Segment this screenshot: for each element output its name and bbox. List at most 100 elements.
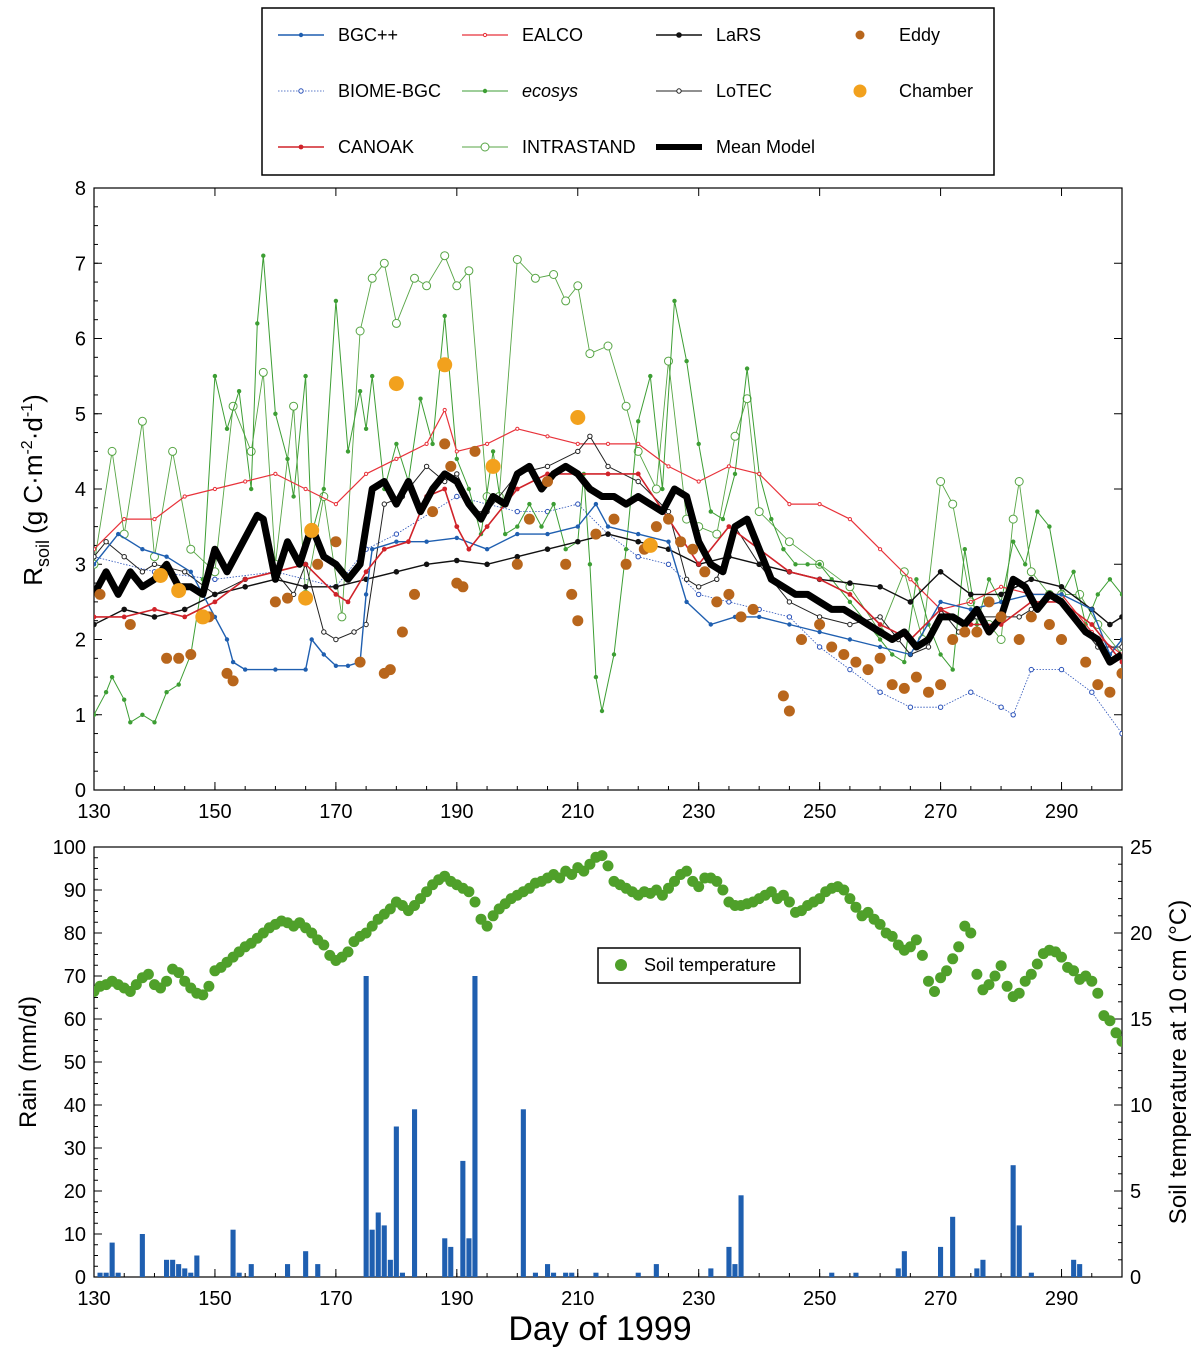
soil-temp-point xyxy=(481,920,493,932)
point-biome-bgc xyxy=(1119,730,1122,737)
point-lotec xyxy=(635,478,641,485)
point-biome-bgc xyxy=(877,689,883,695)
point-lars xyxy=(94,621,97,628)
point-ecosys xyxy=(914,577,919,582)
rain-bar xyxy=(938,1246,944,1277)
point-eddy xyxy=(1104,686,1116,698)
soil-temp-point xyxy=(874,918,886,930)
point-lars xyxy=(756,561,762,568)
rain-bar xyxy=(732,1264,738,1277)
point-ecosys xyxy=(563,547,568,552)
point-ecosys xyxy=(109,674,115,680)
point-bgc xyxy=(454,535,459,541)
point-chamber xyxy=(437,357,453,373)
point-ecosys xyxy=(1035,509,1040,514)
top-ytick-label-3: 3 xyxy=(75,554,86,576)
legend-entry-ecosys: ecosys xyxy=(462,81,578,101)
point-ecosys xyxy=(684,358,689,364)
point-intrastand xyxy=(948,499,958,509)
point-eddy xyxy=(590,528,602,540)
point-chamber xyxy=(642,537,658,553)
top-xtick-label-190: 190 xyxy=(440,801,473,823)
point-eddy xyxy=(777,690,789,702)
top-xtick-label-270: 270 xyxy=(924,801,957,823)
rain-bar xyxy=(738,1195,744,1277)
point-eddy xyxy=(850,656,862,668)
bottom-y2tick-label-5: 5 xyxy=(1130,1181,1141,1203)
point-ecosys xyxy=(1022,562,1028,567)
top-ytick-label-5: 5 xyxy=(75,404,86,426)
point-ecosys xyxy=(94,712,97,717)
point-canoak xyxy=(635,471,641,477)
point-bgc xyxy=(188,569,193,574)
point-eddy xyxy=(1116,667,1122,679)
point-ecosys xyxy=(418,396,423,401)
point-intrastand xyxy=(784,537,794,547)
rain-bar xyxy=(569,1272,575,1277)
point-ecosys xyxy=(291,494,296,499)
point-ealco xyxy=(696,479,701,484)
point-ealco xyxy=(787,502,792,507)
top-plot-frame xyxy=(93,187,1123,791)
point-canoak xyxy=(514,486,520,492)
soil-temp-point xyxy=(602,860,614,872)
point-bgc xyxy=(394,539,399,544)
point-canoak xyxy=(121,614,127,620)
point-ealco xyxy=(454,449,459,454)
point-ecosys xyxy=(938,652,943,657)
bottom-xtick-label-170: 170 xyxy=(319,1288,352,1310)
point-ealco xyxy=(94,547,97,552)
soil-temp-point xyxy=(1104,1015,1116,1027)
legend-entry-ealco: EALCO xyxy=(462,25,583,45)
rain-bar xyxy=(230,1229,236,1277)
series-line-intrastand xyxy=(94,255,1122,655)
point-eddy xyxy=(572,615,584,627)
point-biome-bgc xyxy=(847,666,853,673)
point-intrastand xyxy=(585,349,595,359)
point-ealco xyxy=(878,547,883,552)
soil-temp-point xyxy=(318,939,330,951)
point-eddy xyxy=(566,588,578,600)
point-ecosys xyxy=(1047,524,1052,529)
top-ytick-label-4: 4 xyxy=(75,479,86,501)
rain-bar xyxy=(164,1259,170,1277)
point-lotec xyxy=(683,576,690,582)
point-lars xyxy=(544,546,551,552)
soil-temp-point xyxy=(596,850,608,862)
bottom-ytick-label-0: 0 xyxy=(75,1267,86,1289)
point-bgc xyxy=(370,547,375,552)
point-bgc xyxy=(94,562,97,567)
point-ecosys xyxy=(793,562,798,567)
point-biome-bgc xyxy=(1010,712,1016,718)
legend-frame xyxy=(261,7,995,176)
legend-entry-biome-bgc: BIOME-BGC xyxy=(278,81,441,101)
soil-temp-legend-frame xyxy=(597,947,801,984)
legend-entries: BGC++ EALCO LaRS Eddy BIOME-BGC ecosys LoTEC Ch… xyxy=(278,25,973,157)
top-panel: 130 150 170 190 210 230 250 270 290 0 1 2 3 4 5 6 7 8 Rso… xyxy=(18,178,1123,823)
point-intrastand xyxy=(730,431,740,441)
point-intrastand xyxy=(391,318,401,328)
soil-temp-point xyxy=(1001,980,1013,992)
rain-bar xyxy=(194,1255,200,1277)
point-ecosys xyxy=(611,652,617,657)
legend-entry-mean-model: Mean Model xyxy=(656,137,815,157)
point-ecosys xyxy=(357,389,363,394)
point-canoak xyxy=(345,599,351,605)
top-axis-ticks: 130 150 170 190 210 230 250 270 290 0 1 2 3 4 5 6 7 8 xyxy=(75,178,1123,823)
point-bgc xyxy=(345,663,351,668)
point-intrastand xyxy=(573,281,583,291)
rain-bar xyxy=(285,1264,291,1277)
point-ecosys xyxy=(303,373,308,379)
point-ealco xyxy=(442,407,447,413)
point-lars xyxy=(575,538,581,545)
point-ecosys xyxy=(708,509,713,514)
point-lotec xyxy=(925,644,932,650)
point-ealco xyxy=(243,479,248,484)
point-lotec xyxy=(351,629,357,635)
rain-bar xyxy=(653,1264,659,1277)
point-lotec xyxy=(1016,614,1022,620)
legend-swatch-eddy xyxy=(855,30,865,40)
point-eddy xyxy=(910,671,922,683)
rain-bar xyxy=(103,1272,109,1277)
bottom-xtick-label-190: 190 xyxy=(440,1288,473,1310)
